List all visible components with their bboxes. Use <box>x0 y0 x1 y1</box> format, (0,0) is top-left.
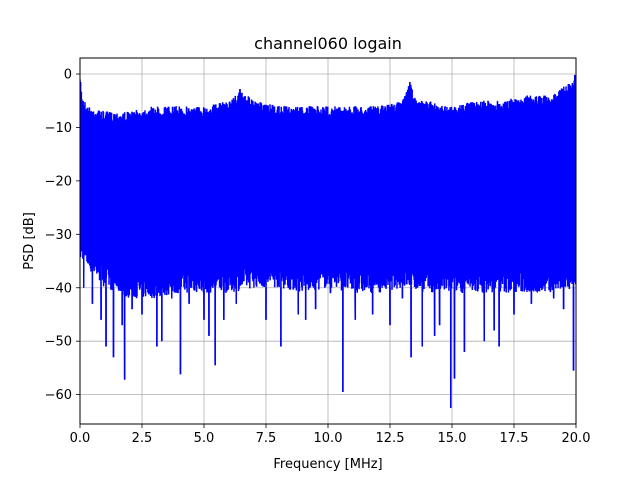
x-tick-label: 2.5 <box>132 431 153 446</box>
y-tick-label: −60 <box>45 388 72 403</box>
psd-trace-layer <box>80 75 576 408</box>
y-axis-label: PSD [dB] <box>22 212 37 270</box>
y-tick-label: −50 <box>45 335 72 350</box>
x-tick-label: 20.0 <box>562 431 591 446</box>
x-tick-label: 17.5 <box>500 431 529 446</box>
x-tick-label: 15.0 <box>438 431 467 446</box>
x-tick-label: 5.0 <box>194 431 215 446</box>
x-tick-label: 0.0 <box>70 431 91 446</box>
y-tick-label: −30 <box>45 228 72 243</box>
y-tick-label: −20 <box>45 174 72 189</box>
tick-layer: 0.0 2.5 5.0 7.5 10.0 12.5 15.0 17.5 20.0 0 −10 −20 −… <box>45 68 591 446</box>
x-tick-label: 10.0 <box>314 431 343 446</box>
x-axis-label: Frequency [MHz] <box>273 457 382 472</box>
x-tick-label: 12.5 <box>376 431 405 446</box>
plot-frame <box>79 57 577 425</box>
x-tick-label: 7.5 <box>256 431 277 446</box>
chart-title: channel060 logain <box>254 34 402 53</box>
y-tick-label: 0 <box>64 68 72 83</box>
y-tick-label: −40 <box>45 281 72 296</box>
y-tick-label: −10 <box>45 121 72 136</box>
